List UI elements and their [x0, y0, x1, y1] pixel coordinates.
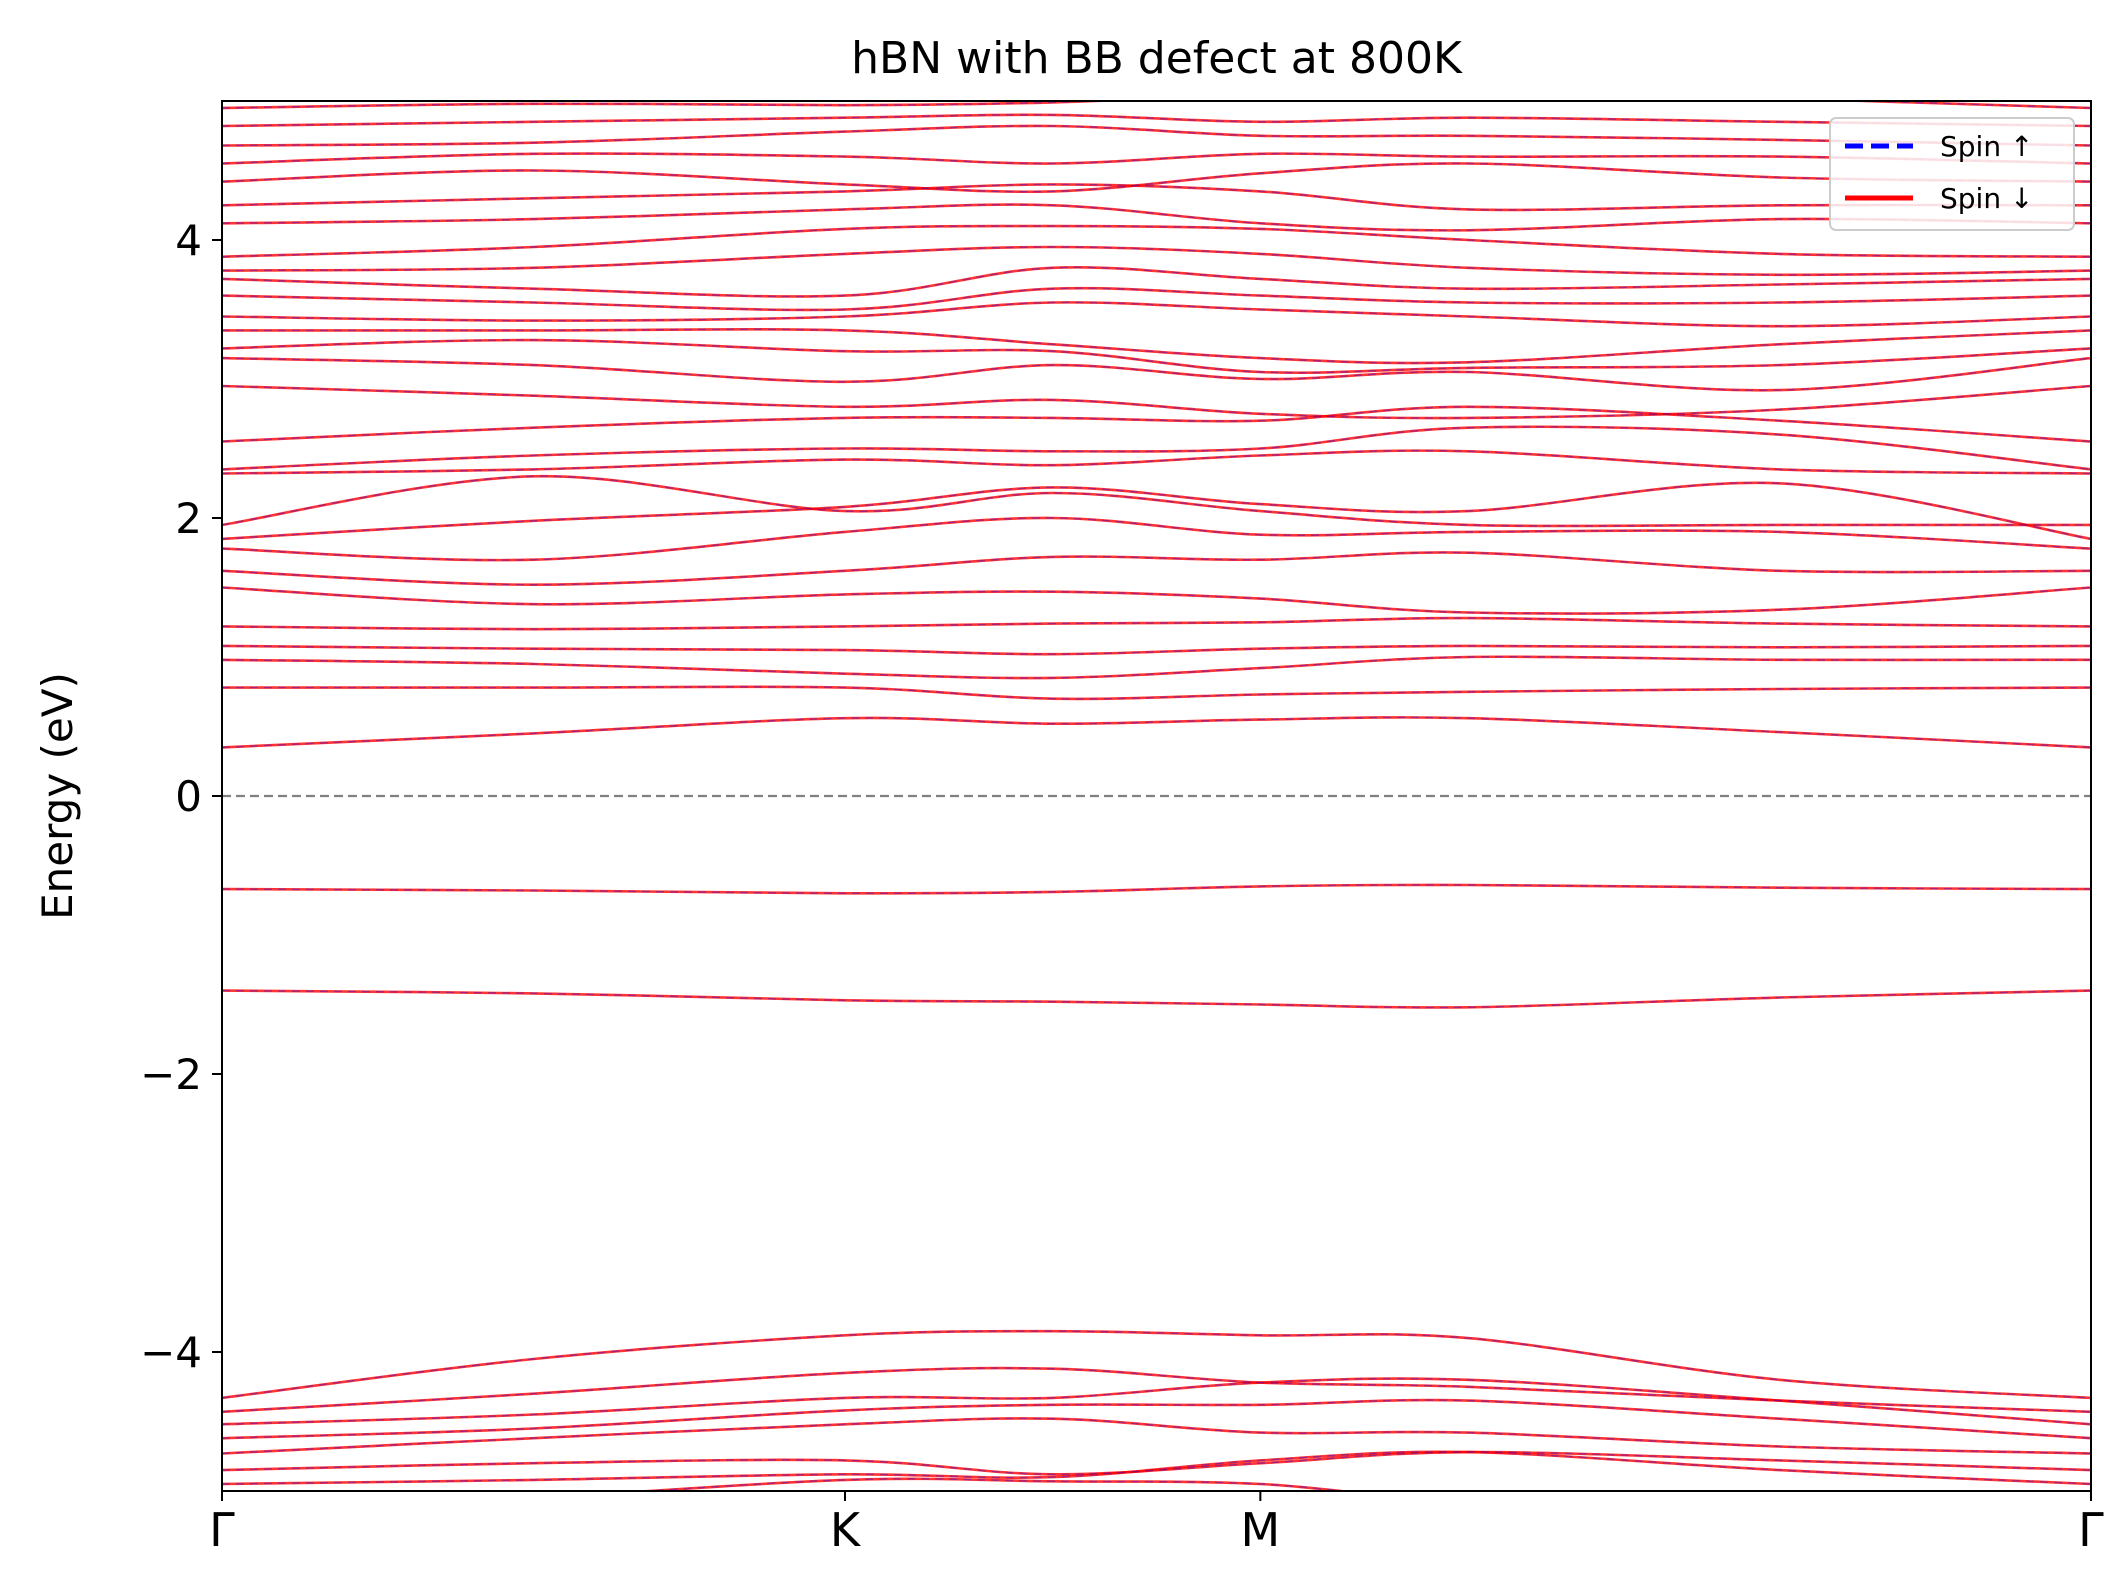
legend: Spin ↑ Spin ↓ — [1829, 117, 2075, 231]
band-line-spin-down — [222, 1450, 2091, 1476]
band-line-spin-down — [222, 685, 2091, 701]
band-line-spin-up — [222, 225, 2091, 258]
band-line-spin-down — [222, 425, 2091, 471]
legend-label-spin-up: Spin ↑ — [1940, 130, 2033, 163]
band-line-spin-up — [222, 328, 2091, 364]
band-line-spin-up — [222, 1451, 2091, 1485]
band-line-spin-down — [222, 162, 2091, 194]
band-line-spin-down — [222, 516, 2091, 562]
band-line-spin-up — [222, 203, 2091, 232]
band-line-spin-down — [222, 245, 2091, 277]
band-line-spin-up — [222, 716, 2091, 749]
band-line-spin-up — [222, 162, 2091, 193]
band-line-spin-up — [222, 551, 2091, 586]
band-line-spin-down — [222, 183, 2091, 212]
legend-label-spin-down: Spin ↓ — [1940, 182, 2033, 215]
band-line-spin-down — [222, 338, 2091, 375]
band-line-spin-up — [222, 449, 2091, 475]
x-tick-label: Γ — [209, 1503, 235, 1557]
band-line-spin-down — [222, 449, 2091, 475]
band-line-spin-up — [222, 686, 2091, 700]
band-line-spin-down — [222, 616, 2091, 631]
band-line-spin-up — [222, 1330, 2091, 1399]
band-line-spin-down — [222, 152, 2091, 165]
band-line-spin-up — [222, 125, 2091, 147]
band-line-spin-down — [222, 1398, 2091, 1440]
band-line-spin-up — [222, 426, 2091, 471]
band-line-spin-up — [222, 586, 2091, 615]
band-line-spin-down — [222, 356, 2091, 392]
band-line-spin-up — [222, 517, 2091, 561]
band-line-spin-up — [222, 617, 2091, 630]
band-line-spin-down — [222, 716, 2091, 749]
band-line-spin-up — [222, 1451, 2091, 1476]
band-line-spin-up — [222, 266, 2091, 298]
band-line-spin-down — [222, 301, 2091, 328]
band-line-spin-down — [222, 203, 2091, 232]
y-tick-label: −4 — [140, 1328, 202, 1377]
legend-box — [1829, 117, 2075, 231]
band-line-spin-up — [222, 301, 2091, 327]
y-tick-label: 0 — [175, 772, 202, 821]
band-line-spin-up — [222, 385, 2091, 419]
plot-frame — [221, 100, 2092, 1492]
band-line-spin-down — [222, 1417, 2091, 1455]
band-line-spin-down — [222, 286, 2091, 312]
band-line-spin-up — [222, 655, 2091, 679]
band-line-spin-up — [222, 357, 2091, 391]
y-tick-label: −2 — [140, 1050, 202, 1099]
band-line-spin-up — [222, 645, 2091, 655]
band-line-spin-down — [222, 474, 2091, 528]
bands-layer — [222, 101, 2091, 1491]
band-line-spin-down — [222, 655, 2091, 680]
x-tick-label: Γ — [2078, 1503, 2104, 1557]
x-tick-label: K — [830, 1503, 862, 1557]
band-line-spin-up — [222, 152, 2091, 165]
band-line-spin-down — [222, 989, 2091, 1009]
band-line-spin-up — [222, 884, 2091, 895]
band-line-spin-down — [222, 384, 2091, 420]
band-line-spin-up — [222, 339, 2091, 374]
band-line-spin-down — [222, 551, 2091, 587]
x-tick-label: M — [1241, 1503, 1281, 1557]
band-line-spin-down — [222, 124, 2091, 147]
band-line-spin-up — [222, 1367, 2091, 1413]
band-line-spin-up — [222, 1417, 2091, 1455]
band-line-spin-up — [222, 114, 2091, 127]
ticks-layer: −4 −2 0 2 4 Γ K M Γ — [140, 216, 2104, 1557]
band-line-spin-down — [222, 644, 2091, 656]
band-line-spin-up — [222, 287, 2091, 311]
band-line-spin-down — [222, 224, 2091, 258]
band-line-spin-down — [222, 266, 2091, 298]
band-line-spin-up — [222, 989, 2091, 1009]
band-line-spin-down — [222, 481, 2091, 541]
band-line-spin-down — [222, 1366, 2091, 1414]
band-line-spin-down — [222, 883, 2091, 895]
band-line-spin-up — [222, 475, 2091, 527]
band-line-spin-up — [222, 406, 2091, 443]
band-line-spin-up — [222, 482, 2091, 540]
band-line-spin-up — [222, 1399, 2091, 1439]
chart-title: hBN with BB defect at 800K — [851, 33, 1463, 84]
band-line-spin-up — [222, 101, 2091, 109]
band-line-spin-down — [222, 113, 2091, 128]
band-line-spin-down — [222, 405, 2091, 443]
y-tick-label: 2 — [175, 494, 202, 543]
band-line-spin-up — [222, 246, 2091, 276]
band-line-spin-down — [222, 1329, 2091, 1400]
band-line-spin-down — [222, 101, 2091, 110]
band-line-spin-down — [222, 328, 2091, 365]
y-tick-label: 4 — [175, 216, 202, 265]
band-line-spin-down — [222, 586, 2091, 615]
band-line-spin-down — [629, 1477, 1353, 1491]
band-line-spin-up — [222, 183, 2091, 211]
y-axis-label: Energy (eV) — [33, 672, 82, 920]
